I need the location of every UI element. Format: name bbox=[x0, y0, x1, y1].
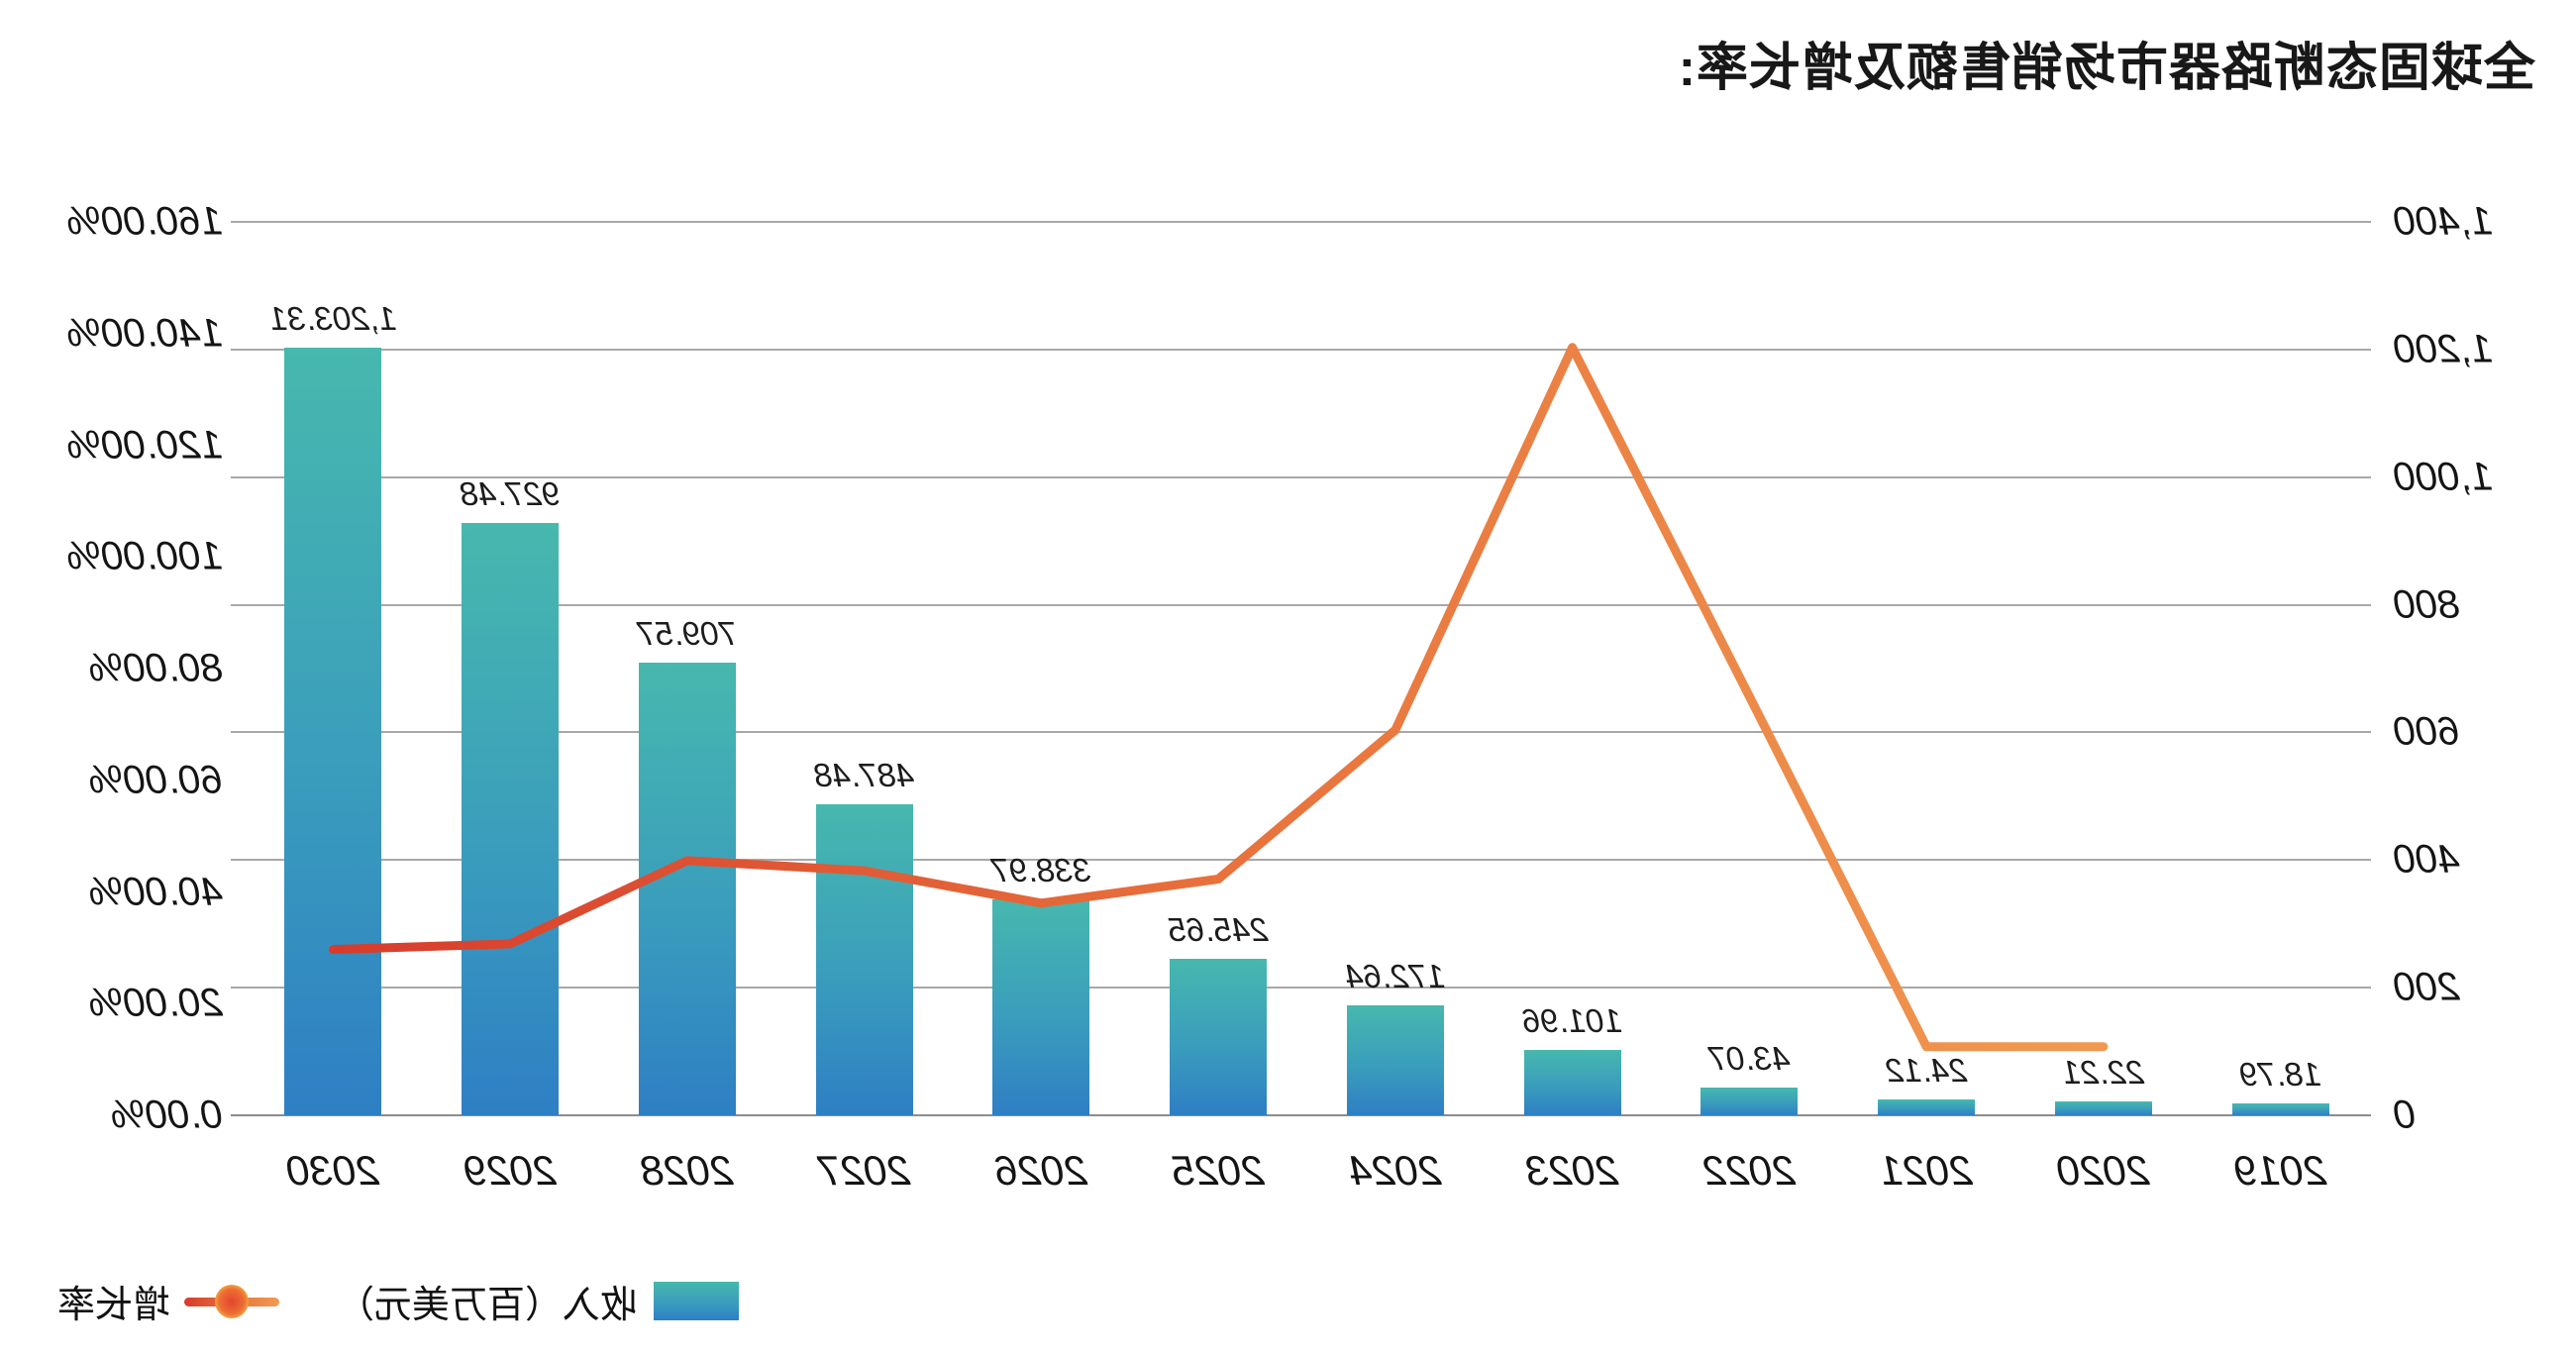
revenue-bar bbox=[2231, 1102, 2329, 1115]
revenue-bar bbox=[1700, 1088, 1799, 1115]
revenue-axis-tick-label: 800 bbox=[2394, 582, 2460, 627]
bar-value-label: 101.96 bbox=[1522, 1002, 1623, 1040]
revenue-axis-tick-label: 200 bbox=[2394, 965, 2460, 1009]
legend-growth-label: 增长率 bbox=[57, 1285, 171, 1326]
legend: 收入（百万美元） 增长率 bbox=[57, 1274, 740, 1328]
x-axis-year-label: 2027 bbox=[817, 1147, 911, 1194]
percent-axis-tick-label: 120.00% bbox=[66, 423, 223, 467]
revenue-axis-tick-label: 1,200 bbox=[2394, 327, 2494, 371]
percent-axis-tick-label: 20.00% bbox=[88, 981, 223, 1025]
revenue-bar bbox=[638, 662, 736, 1115]
revenue-axis-tick-label: 1,000 bbox=[2394, 455, 2494, 499]
revenue-bar bbox=[284, 347, 382, 1115]
x-axis-year-label: 2023 bbox=[1525, 1147, 1619, 1194]
percent-axis-tick-label: 40.00% bbox=[88, 870, 223, 913]
gridline bbox=[231, 221, 2371, 223]
bar-value-label: 338.97 bbox=[990, 851, 1091, 888]
percent-axis-tick-label: 160.00% bbox=[66, 199, 223, 244]
percent-axis-tick-label: 80.00% bbox=[88, 646, 223, 690]
legend-growth-marker bbox=[184, 1282, 280, 1321]
revenue-axis-tick-label: 600 bbox=[2394, 709, 2460, 754]
x-axis-year-label: 2025 bbox=[1172, 1147, 1265, 1194]
x-axis-year-label: 2021 bbox=[1880, 1147, 1973, 1194]
bar-value-label: 487.48 bbox=[814, 756, 915, 793]
bar-value-label: 18.79 bbox=[2239, 1055, 2321, 1093]
gridline bbox=[231, 348, 2371, 351]
revenue-axis-tick-label: 1,400 bbox=[2394, 199, 2494, 244]
legend-revenue-label: 收入（百万美元） bbox=[337, 1285, 639, 1326]
percent-axis-tick-label: 140.00% bbox=[66, 311, 223, 356]
revenue-axis-tick-label: 0 bbox=[2394, 1093, 2417, 1137]
bar-value-label: 172.64 bbox=[1345, 957, 1446, 994]
bar-value-label: 709.57 bbox=[637, 614, 738, 652]
x-axis-year-label: 2029 bbox=[464, 1147, 557, 1194]
bar-value-label: 245.65 bbox=[1168, 910, 1269, 948]
revenue-bar bbox=[1878, 1099, 1976, 1115]
x-axis-year-label: 2024 bbox=[1349, 1147, 1442, 1194]
x-axis-year-label: 2020 bbox=[2057, 1147, 2150, 1194]
bar-value-label: 22.21 bbox=[2062, 1053, 2145, 1091]
revenue-axis-tick-label: 400 bbox=[2394, 837, 2460, 882]
legend-circle-marker-icon bbox=[215, 1284, 250, 1318]
percent-axis-tick-label: 60.00% bbox=[88, 758, 223, 802]
revenue-bar bbox=[992, 898, 1090, 1115]
revenue-bar bbox=[1346, 1004, 1444, 1115]
chart-title: 全球固态断路器市场销售额及增长率: bbox=[1677, 40, 2535, 97]
x-axis-year-label: 2026 bbox=[994, 1147, 1088, 1194]
percent-axis-tick-label: 0.00% bbox=[110, 1093, 223, 1137]
revenue-bar bbox=[815, 803, 913, 1115]
bar-value-label: 43.07 bbox=[1708, 1040, 1791, 1078]
bar-value-label: 24.12 bbox=[1885, 1052, 1968, 1090]
x-axis-year-label: 2030 bbox=[286, 1147, 380, 1194]
revenue-bar bbox=[462, 523, 560, 1115]
percent-axis-tick-label: 100.00% bbox=[66, 534, 223, 578]
revenue-bar bbox=[1170, 958, 1268, 1115]
bar-value-label: 927.48 bbox=[460, 475, 561, 513]
revenue-bar bbox=[1523, 1050, 1621, 1115]
bar-value-label: 1,203.31 bbox=[269, 299, 397, 337]
x-axis-year-label: 2019 bbox=[2233, 1147, 2327, 1194]
x-axis-year-label: 2022 bbox=[1702, 1147, 1797, 1194]
revenue-bar bbox=[2054, 1100, 2152, 1115]
x-axis-year-label: 2028 bbox=[641, 1147, 734, 1194]
legend-revenue-swatch bbox=[654, 1282, 740, 1320]
